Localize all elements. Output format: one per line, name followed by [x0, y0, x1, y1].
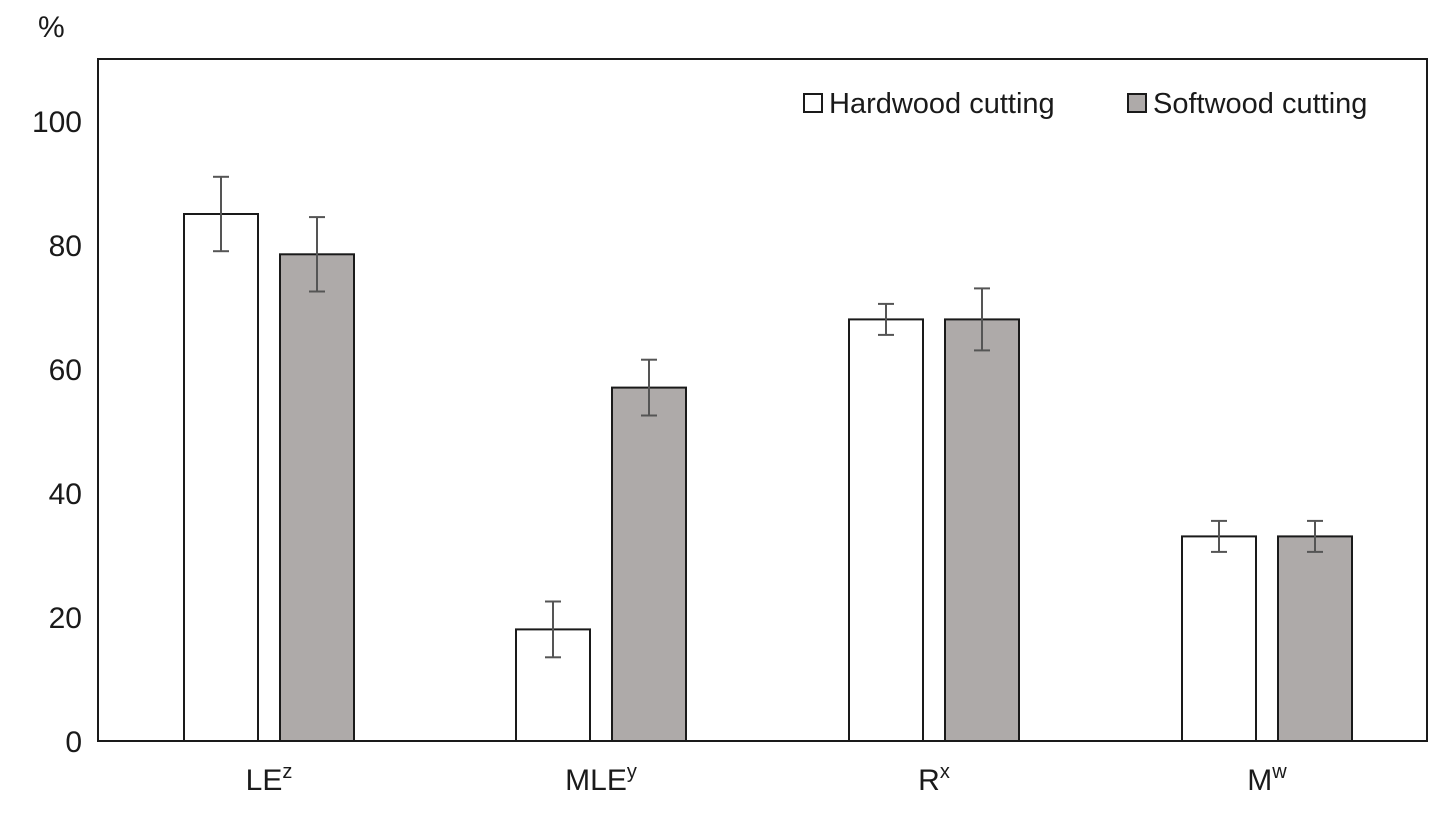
bar-softwood [1277, 535, 1353, 743]
legend-swatch-softwood [1127, 93, 1147, 113]
y-tick-label: 40 [49, 478, 82, 511]
plot-frame [97, 58, 1428, 742]
bar-hardwood [1181, 535, 1257, 743]
y-tick-label: 60 [49, 354, 82, 387]
bar-softwood [944, 318, 1020, 742]
bars [183, 213, 1353, 743]
category-superscript: x [940, 761, 950, 783]
y-tick-label: 0 [65, 726, 82, 759]
legend-label-softwood: Softwood cutting [1153, 88, 1367, 120]
y-tick-label: 80 [49, 230, 82, 263]
y-axis-ticks: 0 20 40 60 80 100 [32, 106, 82, 759]
x-category-label: MLEy [565, 761, 637, 797]
category-superscript: w [1271, 761, 1287, 783]
x-category-label: Mw [1247, 761, 1287, 797]
category-main-text: LE [246, 764, 283, 797]
x-category-label: LEz [246, 761, 293, 797]
error-bars [213, 175, 1323, 659]
category-main-text: R [918, 764, 940, 797]
legend-label-hardwood: Hardwood cutting [829, 88, 1055, 120]
bar-softwood [611, 386, 687, 742]
category-superscript: y [627, 761, 637, 783]
x-axis-categories: LEz MLEy Rx Mw [246, 761, 1288, 797]
legend-swatch-hardwood [803, 93, 823, 113]
y-tick-label: 20 [49, 602, 82, 635]
bar-softwood [279, 253, 355, 743]
legend: Hardwood cutting Softwood cutting [803, 88, 1367, 120]
y-tick-label: 100 [32, 106, 82, 139]
bar-hardwood [848, 318, 924, 742]
x-category-label: Rx [918, 761, 950, 797]
y-axis-unit-label: % [38, 11, 65, 44]
bar-hardwood [183, 213, 259, 742]
category-main-text: M [1247, 764, 1272, 797]
category-superscript: z [282, 761, 292, 783]
category-main-text: MLE [565, 764, 627, 797]
